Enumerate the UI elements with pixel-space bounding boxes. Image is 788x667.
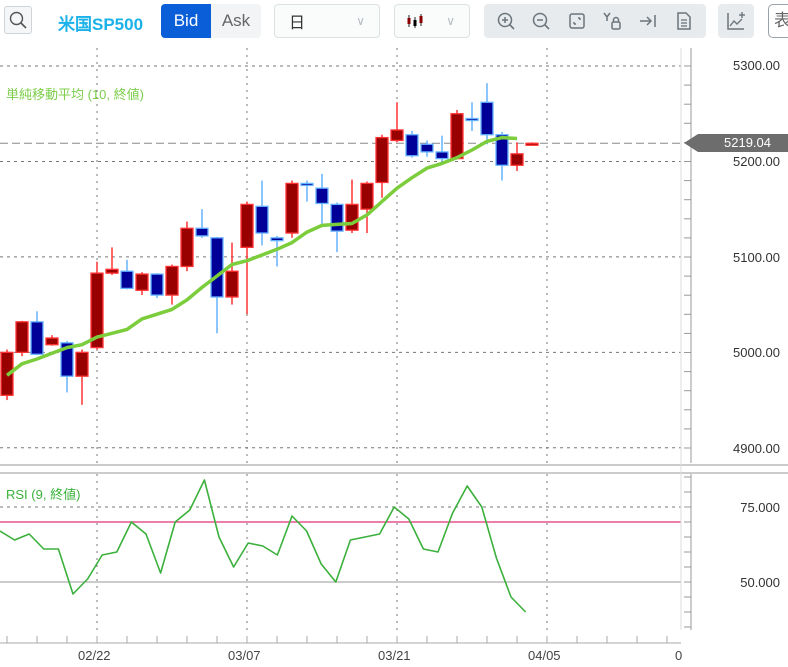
- chevron-down-icon: ∨: [446, 14, 455, 28]
- bid-ask-toggle: Bid Ask: [161, 4, 261, 38]
- candle[interactable]: [480, 83, 494, 145]
- y-axis-lock-icon: [603, 12, 621, 30]
- rsi-indicator-label[interactable]: RSI (9, 終値): [6, 487, 81, 502]
- chart-type-dropdown[interactable]: ∨: [394, 4, 470, 38]
- x-tick-label: 03/07: [228, 648, 261, 663]
- sma-line: [5, 135, 518, 377]
- rsi-line: [0, 479, 527, 613]
- candle[interactable]: [15, 320, 29, 357]
- candle[interactable]: [405, 130, 419, 158]
- candle[interactable]: [315, 173, 329, 224]
- chevron-down-icon: ∨: [356, 14, 365, 28]
- zoom-out-icon: [533, 12, 551, 30]
- rsi-y-tick-label: 50.000: [740, 575, 780, 590]
- candle[interactable]: [60, 340, 74, 393]
- y-tick-label: 5100.00: [733, 250, 780, 265]
- candle[interactable]: [495, 131, 509, 181]
- candle[interactable]: [465, 102, 479, 131]
- candle[interactable]: [165, 264, 179, 305]
- symbol-name[interactable]: 米国SP500: [58, 15, 144, 34]
- candle[interactable]: [120, 259, 134, 290]
- document-icon: [677, 12, 691, 30]
- current-price-tag: 5219.04: [684, 134, 788, 152]
- candle[interactable]: [90, 261, 104, 350]
- candle[interactable]: [45, 335, 59, 346]
- candle[interactable]: [510, 142, 524, 171]
- y-tick-label: 5000.00: [733, 345, 780, 360]
- candle[interactable]: [525, 142, 539, 146]
- document-button[interactable]: [671, 8, 697, 34]
- ask-button[interactable]: Ask: [211, 4, 261, 38]
- x-tick-label: 02/22: [78, 648, 111, 663]
- add-indicator-icon: [727, 12, 745, 30]
- candle[interactable]: [450, 109, 464, 160]
- y-axis-lock-button[interactable]: [600, 8, 626, 34]
- candle[interactable]: [180, 221, 194, 272]
- candle[interactable]: [270, 235, 284, 267]
- chart-tools-group: [484, 4, 706, 38]
- zoom-out-button[interactable]: [528, 8, 554, 34]
- candle[interactable]: [30, 311, 44, 356]
- candle[interactable]: [420, 140, 434, 157]
- fit-screen-icon: [569, 13, 585, 29]
- candle[interactable]: [375, 134, 389, 198]
- bid-button[interactable]: Bid: [161, 4, 211, 38]
- scroll-to-latest-button[interactable]: [635, 8, 661, 34]
- candlestick-icon: [407, 14, 423, 28]
- candle[interactable]: [75, 349, 89, 405]
- candle[interactable]: [240, 201, 254, 315]
- candlestick-series: [0, 83, 539, 405]
- candle[interactable]: [360, 181, 374, 234]
- candle[interactable]: [300, 180, 314, 202]
- search-button[interactable]: [4, 6, 32, 34]
- fit-screen-button[interactable]: [564, 8, 590, 34]
- table-view-button[interactable]: 表: [768, 4, 788, 38]
- candle[interactable]: [435, 135, 449, 164]
- price-tag-arrow-icon: [684, 134, 788, 152]
- period-value: 日: [289, 15, 306, 32]
- zoom-in-icon: [497, 12, 515, 30]
- price-chart[interactable]: [0, 44, 788, 667]
- candle[interactable]: [135, 272, 149, 296]
- search-icon: [9, 11, 27, 29]
- candle[interactable]: [390, 102, 404, 143]
- scroll-to-latest-icon: [640, 15, 657, 27]
- rsi-y-tick-label: 75.000: [740, 500, 780, 515]
- candle[interactable]: [285, 180, 299, 238]
- x-tick-label: 04/05: [528, 648, 561, 663]
- current-price-value: 5219.04: [724, 135, 771, 150]
- y-tick-label: 5200.00: [733, 154, 780, 169]
- candle[interactable]: [225, 242, 239, 305]
- candle[interactable]: [210, 236, 224, 334]
- candle[interactable]: [195, 209, 209, 238]
- candle[interactable]: [150, 273, 164, 298]
- candle[interactable]: [255, 180, 269, 246]
- y-tick-label: 4900.00: [733, 441, 780, 456]
- add-indicator-button[interactable]: [718, 4, 754, 38]
- candle[interactable]: [105, 247, 119, 276]
- sma-indicator-label[interactable]: 単純移動平均 (10, 終値): [6, 87, 144, 102]
- x-tick-label: 03/21: [378, 648, 411, 663]
- zoom-in-button[interactable]: [493, 8, 519, 34]
- y-tick-label: 5300.00: [733, 58, 780, 73]
- period-dropdown[interactable]: 日 ∨: [274, 4, 380, 38]
- x-tick-label: 0: [675, 648, 683, 663]
- chart-toolbar: 米国SP500 Bid Ask 日 ∨ ∨: [0, 0, 788, 44]
